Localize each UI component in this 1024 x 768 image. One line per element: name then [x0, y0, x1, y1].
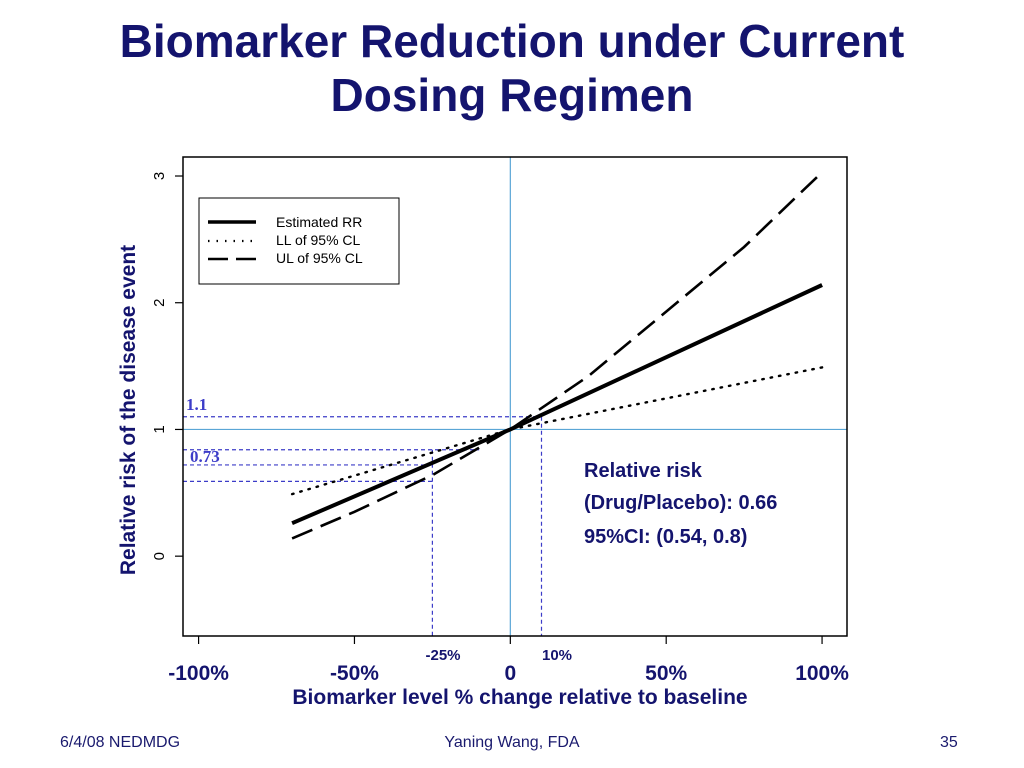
legend-label-ul: UL of 95% CL [276, 250, 363, 266]
footer-date: 6/4/08 NEDMDG [60, 734, 181, 751]
series-line-solid [291, 283, 823, 526]
summary-line-2: (Drug/Placebo): 0.66 [584, 492, 777, 514]
y-tick-label: 2 [151, 299, 168, 307]
title-line-2: Dosing Regimen [330, 69, 694, 121]
x-tick-label: 50% [645, 662, 687, 685]
legend-label-estimated: Estimated RR [276, 214, 362, 230]
series-lines [290, 171, 824, 540]
plot-frame [182, 156, 848, 637]
footer-author: Yaning Wang, FDA [444, 734, 580, 751]
title-line-1: Biomarker Reduction under Current [119, 15, 905, 67]
y-tick-label: 3 [151, 172, 168, 180]
footer-page-number: 35 [940, 734, 958, 751]
y-tick-label: 1 [151, 425, 168, 433]
legend: Estimated RR LL of 95% CL UL of 95% CL [198, 197, 400, 285]
x-tick-label: -50% [330, 662, 379, 685]
axis-ticks: -100% -50% 0 50% 100% 0 1 2 3 [151, 172, 849, 685]
vline-label-10: 10% [542, 647, 572, 664]
summary-annotation: Relative risk (Drug/Placebo): 0.66 95%CI… [584, 460, 777, 548]
y-tick-label: 0 [151, 552, 168, 560]
x-tick-label: 100% [795, 662, 849, 685]
x-tick-label: -100% [168, 662, 229, 685]
series-line-dashed [291, 171, 823, 540]
y-axis-label: Relative risk of the disease event [117, 245, 140, 575]
x-axis-label: Biomarker level % change relative to bas… [292, 686, 747, 709]
legend-label-ll: LL of 95% CL [276, 232, 361, 248]
annotation-1-1: 1.1 [186, 395, 207, 414]
x-tick-label: 0 [504, 662, 516, 685]
summary-line-1: Relative risk [584, 460, 703, 482]
annotation-0-73: 0.73 [190, 447, 220, 466]
legend-box [198, 197, 400, 285]
slide-title: Biomarker Reduction under Current Dosing… [0, 14, 1024, 122]
summary-line-3: 95%CI: (0.54, 0.8) [584, 526, 747, 548]
series-line-dotted [290, 366, 824, 496]
vline-label-minus-25: -25% [425, 647, 460, 664]
reference-lines [183, 157, 847, 636]
